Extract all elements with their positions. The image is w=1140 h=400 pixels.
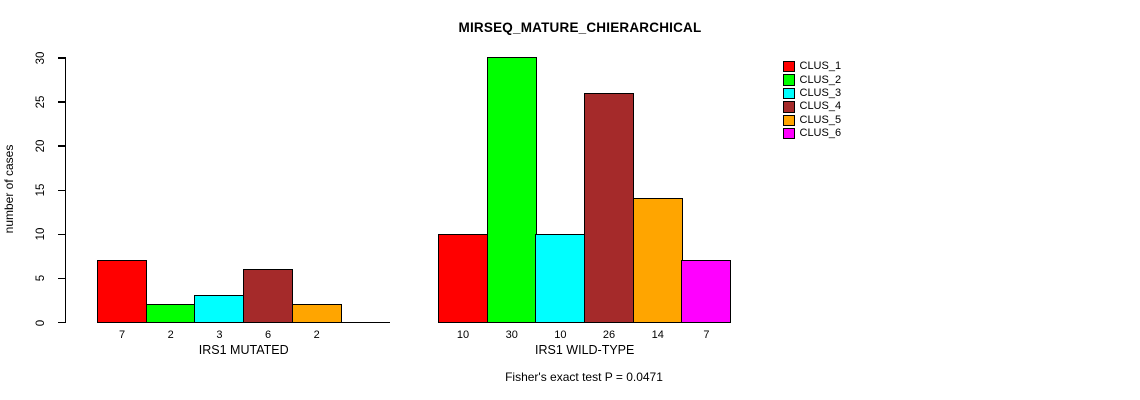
y-axis-tick [57,233,65,236]
bar-value-label: 7 [703,329,710,341]
bar-value-label: 14 [651,329,664,341]
bar-clus_3-group1 [194,295,245,324]
bar-clus_4-group2 [584,92,635,324]
bar-value-label: 6 [264,329,272,341]
legend-swatch-icon [783,60,795,73]
legend-label: CLUS_1 [799,60,842,73]
y-axis-tick [57,189,65,191]
bar-clus_2-group2 [486,57,537,324]
bar-clus_2-group1 [145,304,196,324]
y-axis-tick-label: 25 [35,95,47,109]
bar-value-label: 7 [118,329,126,341]
y-axis-tick-label: 15 [35,183,47,197]
y-axis-tick [57,321,65,324]
y-axis-tick [57,277,65,280]
y-axis-tick-label: 20 [35,139,47,153]
legend-swatch-icon [783,74,795,86]
y-axis-tick-label: 0 [35,319,47,326]
legend-item: CLUS_1 [783,60,841,73]
legend-swatch-icon [783,114,795,126]
legend-swatch-icon [783,127,795,140]
y-axis-tick-label: 5 [35,275,47,282]
bar-clus_4-group1 [243,268,294,324]
legend-swatch-icon [783,87,795,100]
legend-item: CLUS_2 [783,73,841,86]
legend-swatch-icon [783,101,795,113]
x-axis-group-label: IRS1 MUTATED [198,343,289,357]
bar-value-label: 2 [167,329,174,341]
y-axis-tick [57,57,65,59]
bar-value-label: 3 [216,329,223,341]
legend: CLUS_1 CLUS_2 CLUS_3 CLUS_4 CLUS_5 CLUS_… [783,60,841,140]
bar-value-label: 10 [554,329,567,341]
bar-value-label: 30 [505,329,518,341]
bar-clus_3-group2 [535,233,586,324]
legend-label: CLUS_4 [799,100,842,113]
legend-item: CLUS_3 [783,87,841,100]
y-axis-tick [57,145,65,147]
bar-clus_5-group1 [291,304,342,324]
y-axis-label: number of cases [2,144,16,234]
bar-clus_1-group2 [438,233,489,324]
bar-clus_6-group2 [681,260,732,324]
y-axis-line [64,57,66,324]
bar-value-label: 2 [313,329,320,341]
y-axis-tick-label: 30 [35,51,47,65]
fisher-test-annotation: Fisher's exact test P = 0.0471 [505,370,663,384]
y-axis-tick [57,101,65,103]
bar-clus_5-group2 [632,198,683,324]
chart-title: MIRSEQ_MATURE_CHIERARCHICAL [458,20,702,35]
bar-value-label: 10 [456,329,470,341]
legend-label: CLUS_6 [799,127,842,140]
legend-item: CLUS_4 [783,100,841,113]
legend-label: CLUS_3 [799,86,842,99]
legend-label: CLUS_5 [799,113,842,126]
legend-item: CLUS_5 [783,114,841,127]
y-axis-tick-label: 10 [35,227,47,241]
legend-label: CLUS_2 [799,73,842,86]
bar-value-label: 26 [602,329,616,341]
x-axis-group-label: IRS1 WILD-TYPE [535,343,635,357]
bar-clus_1-group1 [97,260,148,324]
legend-item: CLUS_6 [783,127,841,140]
